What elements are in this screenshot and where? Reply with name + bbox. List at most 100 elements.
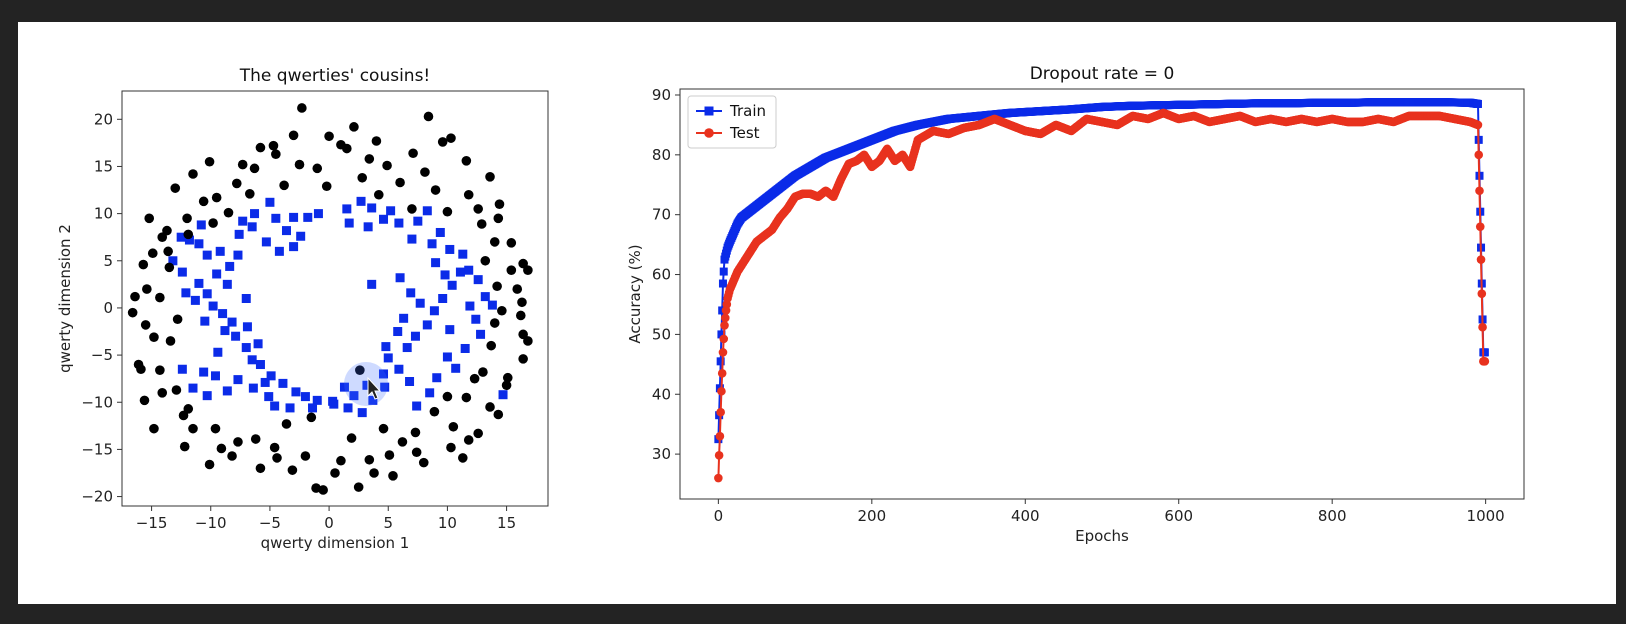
scatter-point-circle <box>506 238 517 248</box>
scatter-point-square <box>413 216 423 226</box>
line-chart: 0 200 400 600 800 1000 30 40 50 60 70 80 90 Dropout r… <box>626 64 1525 545</box>
scatter-point-circle <box>395 177 405 188</box>
scatter-point-circle <box>216 443 227 454</box>
scatter-point-circle <box>271 149 281 159</box>
scatter-point-square <box>339 382 349 392</box>
scatter-point-square <box>222 279 232 289</box>
test-point <box>714 473 723 483</box>
scatter-point-square <box>247 355 257 365</box>
train-point <box>718 279 727 288</box>
scatter-point-circle <box>523 265 533 276</box>
scatter-point-circle <box>384 450 395 460</box>
scatter-point-circle <box>502 372 513 383</box>
scatter-point-square <box>379 369 389 379</box>
scatter-point-square <box>402 343 412 353</box>
scatter-point-square <box>274 246 284 256</box>
figure-canvas: −15 −10 −5 0 5 10 15 −20 −15 −10 −5 0 5 10 15 20 The qwe… <box>56 64 1525 552</box>
x-tick-label: 1000 <box>1467 507 1505 525</box>
scatter-chart: −15 −10 −5 0 5 10 15 −20 −15 −10 −5 0 5 10 15 20 The qwe… <box>56 66 549 552</box>
scatter-point-circle <box>430 185 441 195</box>
test-point <box>1474 150 1484 160</box>
scatter-point-circle <box>355 365 365 375</box>
scatter-point-square <box>383 353 393 363</box>
scatter-point-square <box>188 383 198 393</box>
scatter-point-circle <box>188 423 198 434</box>
scatter-point-square <box>367 203 377 213</box>
scatter-point-square <box>429 306 439 316</box>
scatter-point-circle <box>461 392 472 403</box>
test-point <box>717 369 727 378</box>
scatter-point-circle <box>480 255 491 266</box>
x-tick-label: 0 <box>714 507 724 525</box>
scatter-point-circle <box>442 391 453 402</box>
scatter-point-circle <box>269 442 280 453</box>
x-tick-label: 10 <box>438 514 457 532</box>
scatter-point-square <box>194 278 204 288</box>
scatter-point-circle <box>446 442 456 453</box>
y-tick-label: −15 <box>81 440 113 458</box>
scatter-point-circle <box>373 189 384 200</box>
scatter-point-circle <box>183 404 194 414</box>
y-tick-label: 10 <box>94 205 113 223</box>
scatter-point-circle <box>458 453 468 463</box>
y-tick-label: 40 <box>652 385 671 403</box>
scatter-point-square <box>445 325 455 335</box>
test-point <box>718 348 728 357</box>
scatter-point-square <box>476 329 486 339</box>
scatter-point-circle <box>249 163 260 174</box>
scatter-point-square <box>405 377 415 386</box>
scatter-point-square <box>168 256 178 266</box>
scatter-point-square <box>343 403 353 413</box>
scatter-point-square <box>300 392 310 402</box>
test-point <box>719 334 729 344</box>
scatter-point-square <box>442 352 452 362</box>
test-point <box>1478 322 1487 332</box>
scatter-point-square <box>296 231 306 241</box>
y-tick-label: 0 <box>103 299 113 317</box>
scatter-point-square <box>435 227 445 237</box>
scatter-point-square <box>422 320 432 330</box>
scatter-point-square <box>289 212 299 222</box>
scatter-point-square <box>422 206 432 216</box>
scatter-point-circle <box>382 160 392 171</box>
scatter-point-circle <box>162 225 172 236</box>
scatter-point-square <box>202 250 212 260</box>
scatter-point-circle <box>237 159 248 170</box>
scatter-point-square <box>303 212 313 222</box>
scatter-point-square <box>265 197 275 207</box>
scatter-point-square <box>266 371 276 381</box>
scatter-point-circle <box>172 314 183 325</box>
scatter-point-circle <box>493 213 504 224</box>
scatter-point-square <box>281 226 291 236</box>
scatter-point-circle <box>147 248 158 259</box>
scatter-point-circle <box>478 367 488 377</box>
scatter-point-square <box>278 378 288 388</box>
scatter-point-square <box>312 395 322 405</box>
plot-frame <box>679 88 1525 500</box>
scatter-point-circle <box>369 468 379 478</box>
scatter-point-square <box>270 401 280 411</box>
test-point <box>716 407 725 417</box>
scatter-point-square <box>241 294 251 303</box>
scatter-point-circle <box>407 204 417 214</box>
scatter-point-circle <box>227 451 237 461</box>
y-tick-label: 5 <box>103 252 113 270</box>
scatter-point-square <box>208 301 218 311</box>
figure-panel: −15 −10 −5 0 5 10 15 −20 −15 −10 −5 0 5 10 15 20 The qwe… <box>18 22 1616 604</box>
test-point <box>1477 289 1487 299</box>
scatter-point-circle <box>501 380 512 391</box>
scatter-point-circle <box>371 136 382 146</box>
scatter-point-circle <box>164 262 175 273</box>
scatter-point-square <box>406 288 416 298</box>
scatter-point-circle <box>518 258 528 269</box>
legend-marker-circle <box>704 128 714 138</box>
scatter-point-square <box>464 265 474 275</box>
scatter-point-circle <box>463 189 474 200</box>
scatter-point-square <box>242 322 252 332</box>
y-tick-label: 20 <box>94 110 113 128</box>
scatter-point-square <box>393 327 403 337</box>
scatter-point-circle <box>408 148 418 159</box>
scatter-point-circle <box>223 207 234 218</box>
x-tick-label: 800 <box>1318 507 1347 525</box>
scatter-point-circle <box>130 291 140 302</box>
